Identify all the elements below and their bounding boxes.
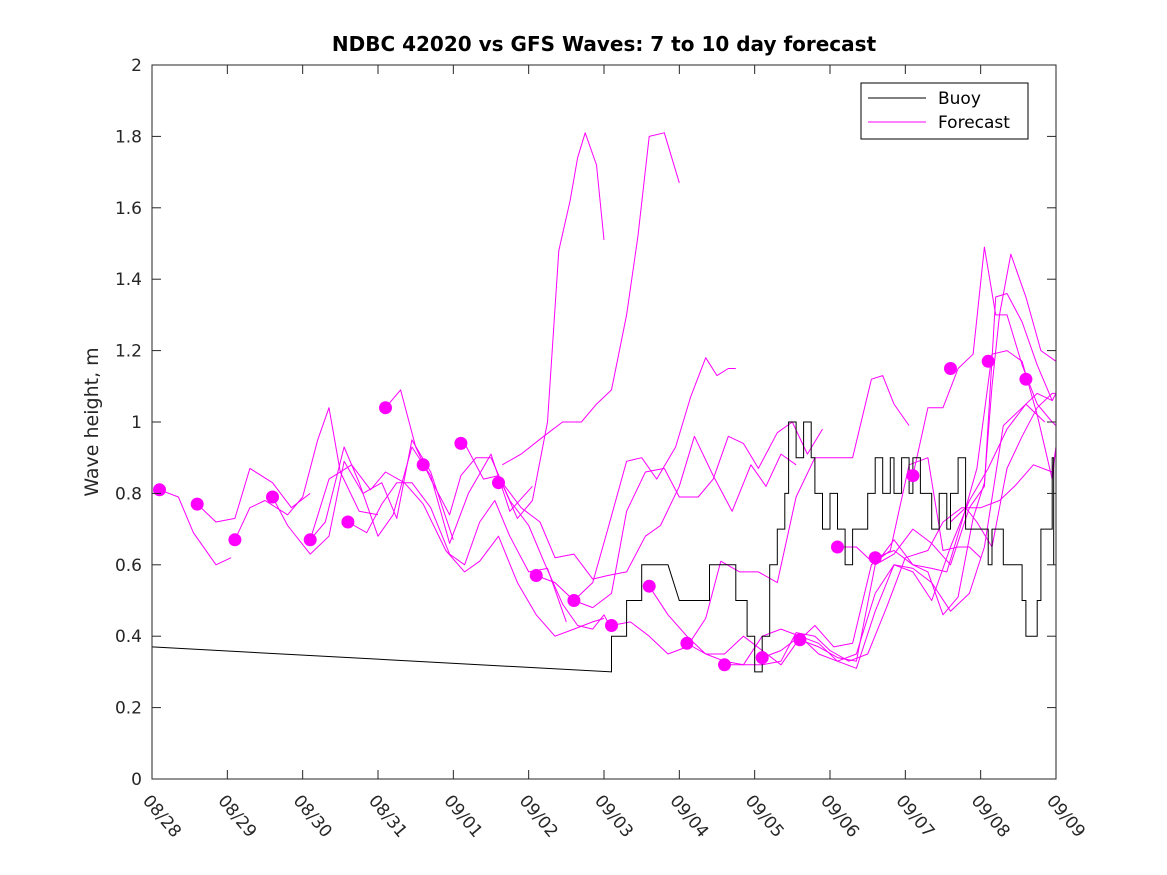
forecast-line-21 [875,350,1056,573]
forecast-point-1 [153,483,166,497]
y-tick-label: 1 [131,413,142,433]
forecast-point-22 [944,362,957,375]
forecast-line-11 [501,435,797,580]
y-tick-label: 1.2 [115,342,142,362]
forecast-point-9 [454,436,468,450]
forecast-line-17 [724,403,1046,669]
forecast-point-14 [642,579,656,593]
y-tick-label: 2 [131,56,142,76]
legend: Buoy Forecast [860,82,1029,140]
y-tick-label: 1.6 [115,199,142,219]
forecast-line-2 [196,467,311,523]
forecast-line-13 [573,421,823,609]
forecast-point-23 [981,354,995,368]
y-tick-label: 1.8 [115,127,142,147]
forecast-line-15 [648,457,982,666]
forecast-line-22 [912,246,1056,476]
y-tick-label: 0.8 [115,484,142,504]
forecast-line-18 [762,392,1056,662]
legend-label-forecast: Forecast [938,113,1010,133]
y-tick-label: 0.2 [115,699,142,719]
forecast-point-15 [680,636,694,650]
forecast-line-16 [686,446,1056,666]
chart-title: NDBC 42020 vs GFS Waves: 7 to 10 day for… [332,32,877,56]
forecast-point-10 [492,476,505,490]
forecast-point-6 [341,515,355,529]
forecast-line-5 [309,446,533,544]
forecast-point-12 [567,594,581,607]
forecast-line-1 [159,489,232,566]
forecast-point-24 [1019,372,1033,386]
forecast-line-23 [950,392,1056,548]
forecast-point-16 [718,658,731,672]
y-tick-label: 0 [131,770,142,790]
forecast-point-3 [228,533,242,547]
forecast-point-17 [755,651,769,665]
forecast-line-7 [309,464,605,637]
y-axis-label: Wave height, m [81,347,103,496]
forecast-line-10 [502,132,680,466]
forecast-point-13 [605,619,618,632]
forecast-point-19 [831,540,844,554]
buoy-line [152,421,1055,673]
forecast-line-9 [464,132,605,519]
forecast-point-4 [266,490,279,504]
y-tick-label: 0.6 [115,556,142,576]
forecast-point-11 [529,569,543,582]
forecast-point-8 [416,458,430,472]
forecast-line-6 [347,482,567,623]
forecast-point-18 [793,633,807,647]
forecast-point-2 [190,497,204,511]
forecast-point-7 [379,401,392,415]
forecast-line-20 [837,253,1056,616]
y-tick-label: 0.4 [115,627,142,647]
series-group [152,132,1056,673]
legend-label-buoy: Buoy [938,89,981,109]
forecast-point-20 [868,551,882,565]
forecast-line-19 [799,293,1053,662]
forecast-line-3 [234,407,379,541]
forecast-point-21 [906,469,920,483]
forecast-point-5 [303,533,317,547]
plot-area [152,132,1056,673]
legend-box [860,82,1029,140]
forecast-line-14 [611,375,910,655]
y-tick-label: 1.4 [115,270,142,290]
